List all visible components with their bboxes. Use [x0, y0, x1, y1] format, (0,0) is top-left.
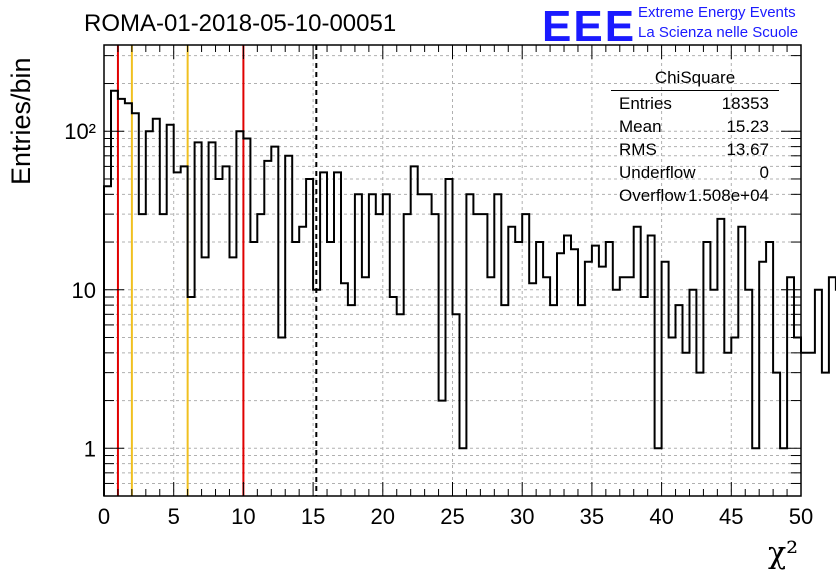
stats-key: Entries — [619, 94, 672, 113]
stats-title: ChiSquare — [654, 68, 736, 87]
y-tick-label: 1 — [84, 436, 96, 461]
axis-tick-labels: 0 5 10 15 20 25 30 35 40 45 50 1 10 10² — [64, 119, 813, 529]
stats-value: 0 — [759, 163, 769, 182]
logo-subtitle-1: Extreme Energy Events — [638, 4, 796, 21]
stats-row-mean: Mean 15.23 — [619, 117, 769, 139]
x-tick-label: 35 — [580, 504, 604, 529]
stats-row-rms: RMS 13.67 — [619, 140, 769, 162]
logo-subtitle-2: La Scienza nelle Scuole — [638, 24, 799, 41]
stats-row-entries: Entries 18353 — [619, 94, 769, 116]
stats-separator — [611, 90, 779, 91]
stats-row-underflow: Underflow 0 — [619, 163, 769, 185]
eee-logo: EEE — [542, 2, 637, 51]
x-tick-label: 20 — [371, 504, 395, 529]
stats-key: Overflow — [619, 186, 687, 205]
stats-key: RMS — [619, 140, 657, 159]
x-tick-label: 50 — [789, 504, 813, 529]
stats-value: 1.508e+04 — [688, 186, 769, 205]
x-tick-label: 30 — [510, 504, 534, 529]
y-tick-label: 10 — [72, 278, 96, 303]
stats-key: Underflow — [619, 163, 696, 182]
y-tick-label: 10² — [64, 119, 96, 144]
stats-value: 13.67 — [726, 140, 769, 159]
chart-title: ROMA-01-2018-05-10-00051 — [84, 10, 397, 37]
marker-lines — [116, 45, 318, 496]
stats-key: Mean — [619, 117, 662, 136]
axis-ticks — [103, 45, 802, 497]
x-tick-label: 25 — [440, 504, 464, 529]
x-tick-label: 15 — [301, 504, 325, 529]
y-axis-label: Entries/bin — [6, 57, 36, 185]
histogram-line — [103, 89, 836, 496]
stats-value: 18353 — [721, 94, 769, 113]
x-tick-label: 45 — [719, 504, 743, 529]
x-tick-label: 5 — [168, 504, 180, 529]
x-tick-label: 10 — [231, 504, 255, 529]
stats-value: 15.23 — [726, 117, 769, 136]
stats-row-overflow: Overflow 1.508e+04 — [619, 186, 769, 208]
x-axis-label: χ² — [768, 536, 799, 571]
stats-box: ChiSquare Entries 18353 Mean 15.23 RMS 1… — [611, 68, 779, 210]
x-tick-label: 40 — [649, 504, 673, 529]
x-tick-label: 0 — [98, 504, 110, 529]
